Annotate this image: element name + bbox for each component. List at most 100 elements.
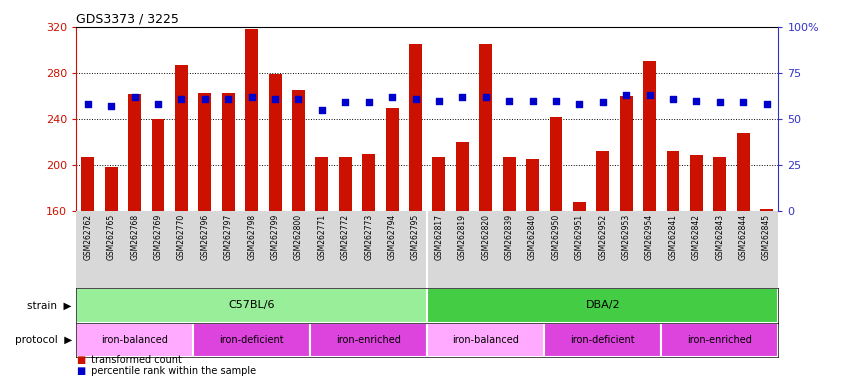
Bar bbox=[76, 288, 427, 323]
Text: GSM262951: GSM262951 bbox=[575, 214, 584, 260]
Bar bbox=[76, 323, 193, 357]
Text: GSM262817: GSM262817 bbox=[435, 214, 443, 260]
Text: C57BL/6: C57BL/6 bbox=[228, 300, 275, 310]
Text: iron-balanced: iron-balanced bbox=[453, 335, 519, 345]
Point bbox=[268, 96, 282, 102]
Text: GSM262770: GSM262770 bbox=[177, 214, 186, 260]
Bar bbox=[386, 108, 398, 211]
Point bbox=[689, 98, 703, 104]
Text: GSM262843: GSM262843 bbox=[716, 214, 724, 260]
Bar bbox=[667, 151, 679, 211]
Point bbox=[128, 94, 141, 100]
Text: GSM262800: GSM262800 bbox=[294, 214, 303, 260]
Text: strain  ▶: strain ▶ bbox=[27, 300, 72, 310]
Point bbox=[315, 107, 328, 113]
Bar bbox=[620, 96, 633, 211]
Text: iron-balanced: iron-balanced bbox=[102, 335, 168, 345]
Text: GSM262954: GSM262954 bbox=[645, 214, 654, 260]
Point bbox=[760, 101, 773, 108]
Text: GDS3373 / 3225: GDS3373 / 3225 bbox=[76, 13, 179, 26]
Bar bbox=[526, 159, 539, 211]
Text: GSM262796: GSM262796 bbox=[201, 214, 209, 260]
Bar bbox=[550, 117, 563, 211]
Bar bbox=[432, 157, 445, 211]
Bar bbox=[573, 202, 585, 211]
Bar bbox=[292, 90, 305, 211]
Text: GSM262771: GSM262771 bbox=[317, 214, 327, 260]
Bar bbox=[316, 157, 328, 211]
Point bbox=[619, 92, 633, 98]
Text: protocol  ▶: protocol ▶ bbox=[14, 335, 72, 345]
Text: GSM262773: GSM262773 bbox=[365, 214, 373, 260]
Point bbox=[245, 94, 259, 100]
Point bbox=[596, 99, 609, 106]
Text: iron-enriched: iron-enriched bbox=[336, 335, 401, 345]
Text: GSM262762: GSM262762 bbox=[84, 214, 92, 260]
Bar bbox=[713, 157, 726, 211]
Point bbox=[386, 94, 399, 100]
Text: GSM262950: GSM262950 bbox=[552, 214, 560, 260]
Bar bbox=[245, 29, 258, 211]
Point bbox=[455, 94, 469, 100]
Text: GSM262844: GSM262844 bbox=[739, 214, 748, 260]
Bar bbox=[662, 323, 778, 357]
Bar bbox=[480, 44, 492, 211]
Bar bbox=[409, 44, 422, 211]
Bar bbox=[690, 155, 703, 211]
Bar bbox=[151, 119, 164, 211]
Point bbox=[222, 96, 235, 102]
Text: GSM262841: GSM262841 bbox=[668, 214, 678, 260]
Bar bbox=[596, 151, 609, 211]
Text: GSM262797: GSM262797 bbox=[224, 214, 233, 260]
Point bbox=[432, 98, 446, 104]
Bar bbox=[222, 93, 234, 211]
Text: GSM262799: GSM262799 bbox=[271, 214, 279, 260]
Text: GSM262768: GSM262768 bbox=[130, 214, 139, 260]
Bar bbox=[81, 157, 94, 211]
Point bbox=[151, 101, 165, 108]
Point bbox=[526, 98, 540, 104]
Text: iron-enriched: iron-enriched bbox=[687, 335, 752, 345]
Bar bbox=[105, 167, 118, 211]
Text: GSM262798: GSM262798 bbox=[247, 214, 256, 260]
Bar bbox=[175, 65, 188, 211]
Text: iron-deficient: iron-deficient bbox=[219, 335, 284, 345]
Point bbox=[713, 99, 727, 106]
Text: percentile rank within the sample: percentile rank within the sample bbox=[88, 366, 256, 376]
Point bbox=[549, 98, 563, 104]
Text: GSM262819: GSM262819 bbox=[458, 214, 467, 260]
Text: GSM262952: GSM262952 bbox=[598, 214, 607, 260]
Point bbox=[409, 96, 422, 102]
Text: GSM262769: GSM262769 bbox=[154, 214, 162, 260]
Bar bbox=[129, 94, 141, 211]
Bar bbox=[503, 157, 515, 211]
Bar bbox=[737, 133, 750, 211]
Bar bbox=[643, 61, 656, 211]
Bar bbox=[269, 74, 282, 211]
Bar bbox=[362, 154, 375, 211]
Bar bbox=[310, 323, 427, 357]
Text: ■: ■ bbox=[76, 355, 85, 365]
Point bbox=[666, 96, 679, 102]
Point bbox=[736, 99, 750, 106]
Point bbox=[479, 94, 492, 100]
Text: GSM262842: GSM262842 bbox=[692, 214, 700, 260]
Bar bbox=[427, 323, 544, 357]
Point bbox=[573, 101, 586, 108]
Text: GSM262953: GSM262953 bbox=[622, 214, 630, 260]
Point bbox=[643, 92, 656, 98]
Bar bbox=[456, 142, 469, 211]
Text: GSM262772: GSM262772 bbox=[341, 214, 349, 260]
Text: GSM262795: GSM262795 bbox=[411, 214, 420, 260]
Point bbox=[174, 96, 188, 102]
Text: GSM262845: GSM262845 bbox=[762, 214, 771, 260]
Text: GSM262765: GSM262765 bbox=[107, 214, 116, 260]
Point bbox=[362, 99, 376, 106]
Point bbox=[198, 96, 212, 102]
Text: GSM262840: GSM262840 bbox=[528, 214, 537, 260]
Point bbox=[292, 96, 305, 102]
Bar bbox=[427, 288, 778, 323]
Point bbox=[104, 103, 118, 109]
Point bbox=[81, 101, 95, 108]
Text: ■: ■ bbox=[76, 366, 85, 376]
